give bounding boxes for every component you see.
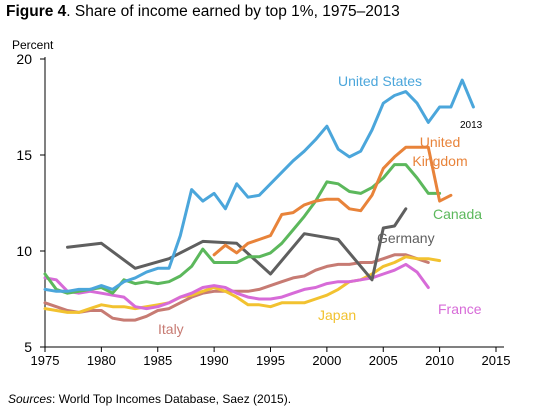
- source-text: : World Top Incomes Database, Saez (2015…: [52, 392, 292, 406]
- series-label-canada: Canada: [433, 206, 482, 222]
- chart-series-labels: United States United Kingdom Canada Germany I…: [158, 73, 483, 337]
- source-label: Sources: [8, 392, 53, 406]
- y-tick-label: 20: [16, 51, 32, 67]
- x-tick-label: 1975: [31, 353, 60, 368]
- x-tick-label: 1995: [256, 353, 285, 368]
- series-line-united-kingdom: [212, 145, 453, 257]
- x-tick-label: 2010: [425, 353, 454, 368]
- series-label-united-kingdom: United Kingdom: [412, 134, 467, 169]
- x-tick-label: 2015: [482, 353, 511, 368]
- series-label-italy: Italy: [158, 321, 184, 337]
- figure-title: Figure 4. Share of income earned by top …: [6, 3, 400, 21]
- y-tick-label: 15: [16, 147, 32, 163]
- chart-axes: Percent 5 10 15 20 1975 1980 1985 1990 1995 2000 20…: [12, 38, 510, 368]
- series-label-japan: Japan: [318, 307, 356, 323]
- series-label-united-states: United States: [338, 73, 422, 89]
- series-line-germany: [66, 207, 408, 282]
- figure-source: Sources: World Top Incomes Database, Sae…: [8, 392, 291, 406]
- x-tick-label: 2000: [312, 353, 341, 368]
- x-tick-label: 1990: [200, 353, 229, 368]
- series-label-germany: Germany: [377, 230, 435, 246]
- income-share-chart: Percent 5 10 15 20 1975 1980 1985 1990 1995 2000 20…: [12, 38, 510, 368]
- y-tick-label: 10: [16, 243, 32, 259]
- y-tick-label: 5: [24, 339, 32, 355]
- series-line-italy: [43, 253, 430, 322]
- series-label-france: France: [438, 301, 482, 317]
- series-line-japan: [43, 255, 442, 314]
- annotation-2013: 2013: [460, 120, 483, 131]
- chart-series: [43, 78, 475, 322]
- series-line-united-states: [43, 78, 475, 293]
- x-tick-label: 1980: [87, 353, 116, 368]
- series-line-france: [43, 262, 430, 311]
- x-tick-label: 2005: [369, 353, 398, 368]
- x-tick-label: 1985: [143, 353, 172, 368]
- figure-label: Figure 4: [6, 3, 67, 20]
- y-axis-label: Percent: [12, 38, 54, 52]
- series-line-canada: [43, 163, 442, 295]
- figure-title-text: . Share of income earned by top 1%, 1975…: [66, 3, 400, 20]
